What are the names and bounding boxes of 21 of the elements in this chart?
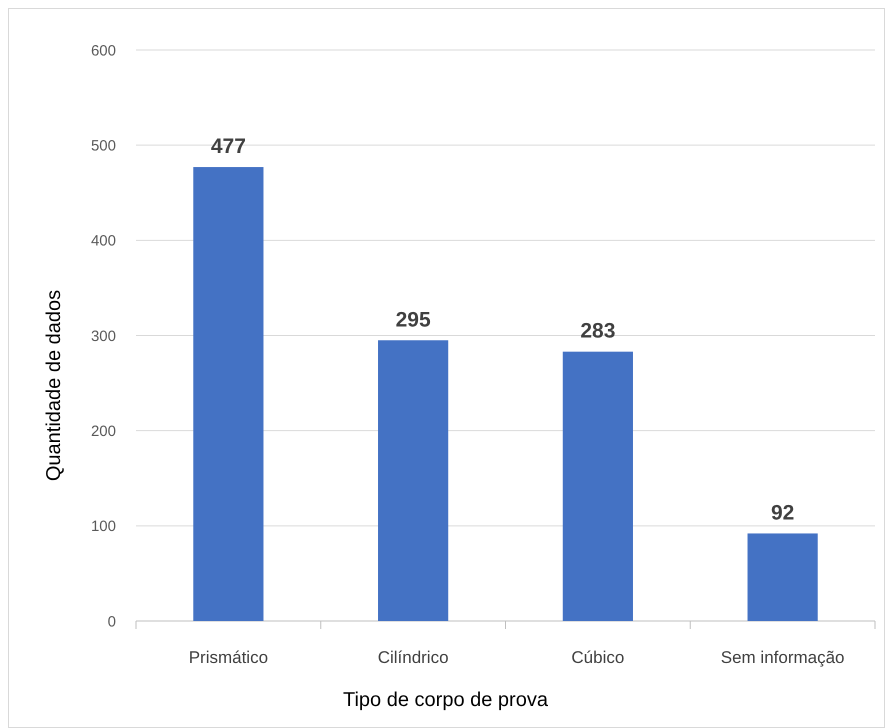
y-axis-title: Quantidade de dados [43,290,65,482]
y-tick-label: 300 [90,328,116,345]
x-tick-label: Sem informação [720,648,845,667]
bar [378,340,448,621]
y-tick-label: 400 [90,232,116,250]
y-tick-label: 600 [90,42,116,60]
data-label: 283 [580,320,616,343]
data-label: 477 [210,135,246,158]
bar [193,167,264,621]
data-label: 92 [770,501,794,524]
y-tick-label: 100 [90,518,116,536]
x-tick-label: Cilíndrico [378,648,449,667]
bar [748,533,818,621]
bar [562,352,633,621]
x-tick-label: Cúbico [571,648,624,667]
x-axis-title: Tipo de corpo de prova [343,689,549,711]
data-label: 295 [396,308,431,332]
y-tick-label: 200 [90,422,116,440]
y-tick-label: 500 [90,137,116,154]
x-tick-label: Prismático [188,648,268,667]
y-tick-label: 0 [108,613,116,630]
